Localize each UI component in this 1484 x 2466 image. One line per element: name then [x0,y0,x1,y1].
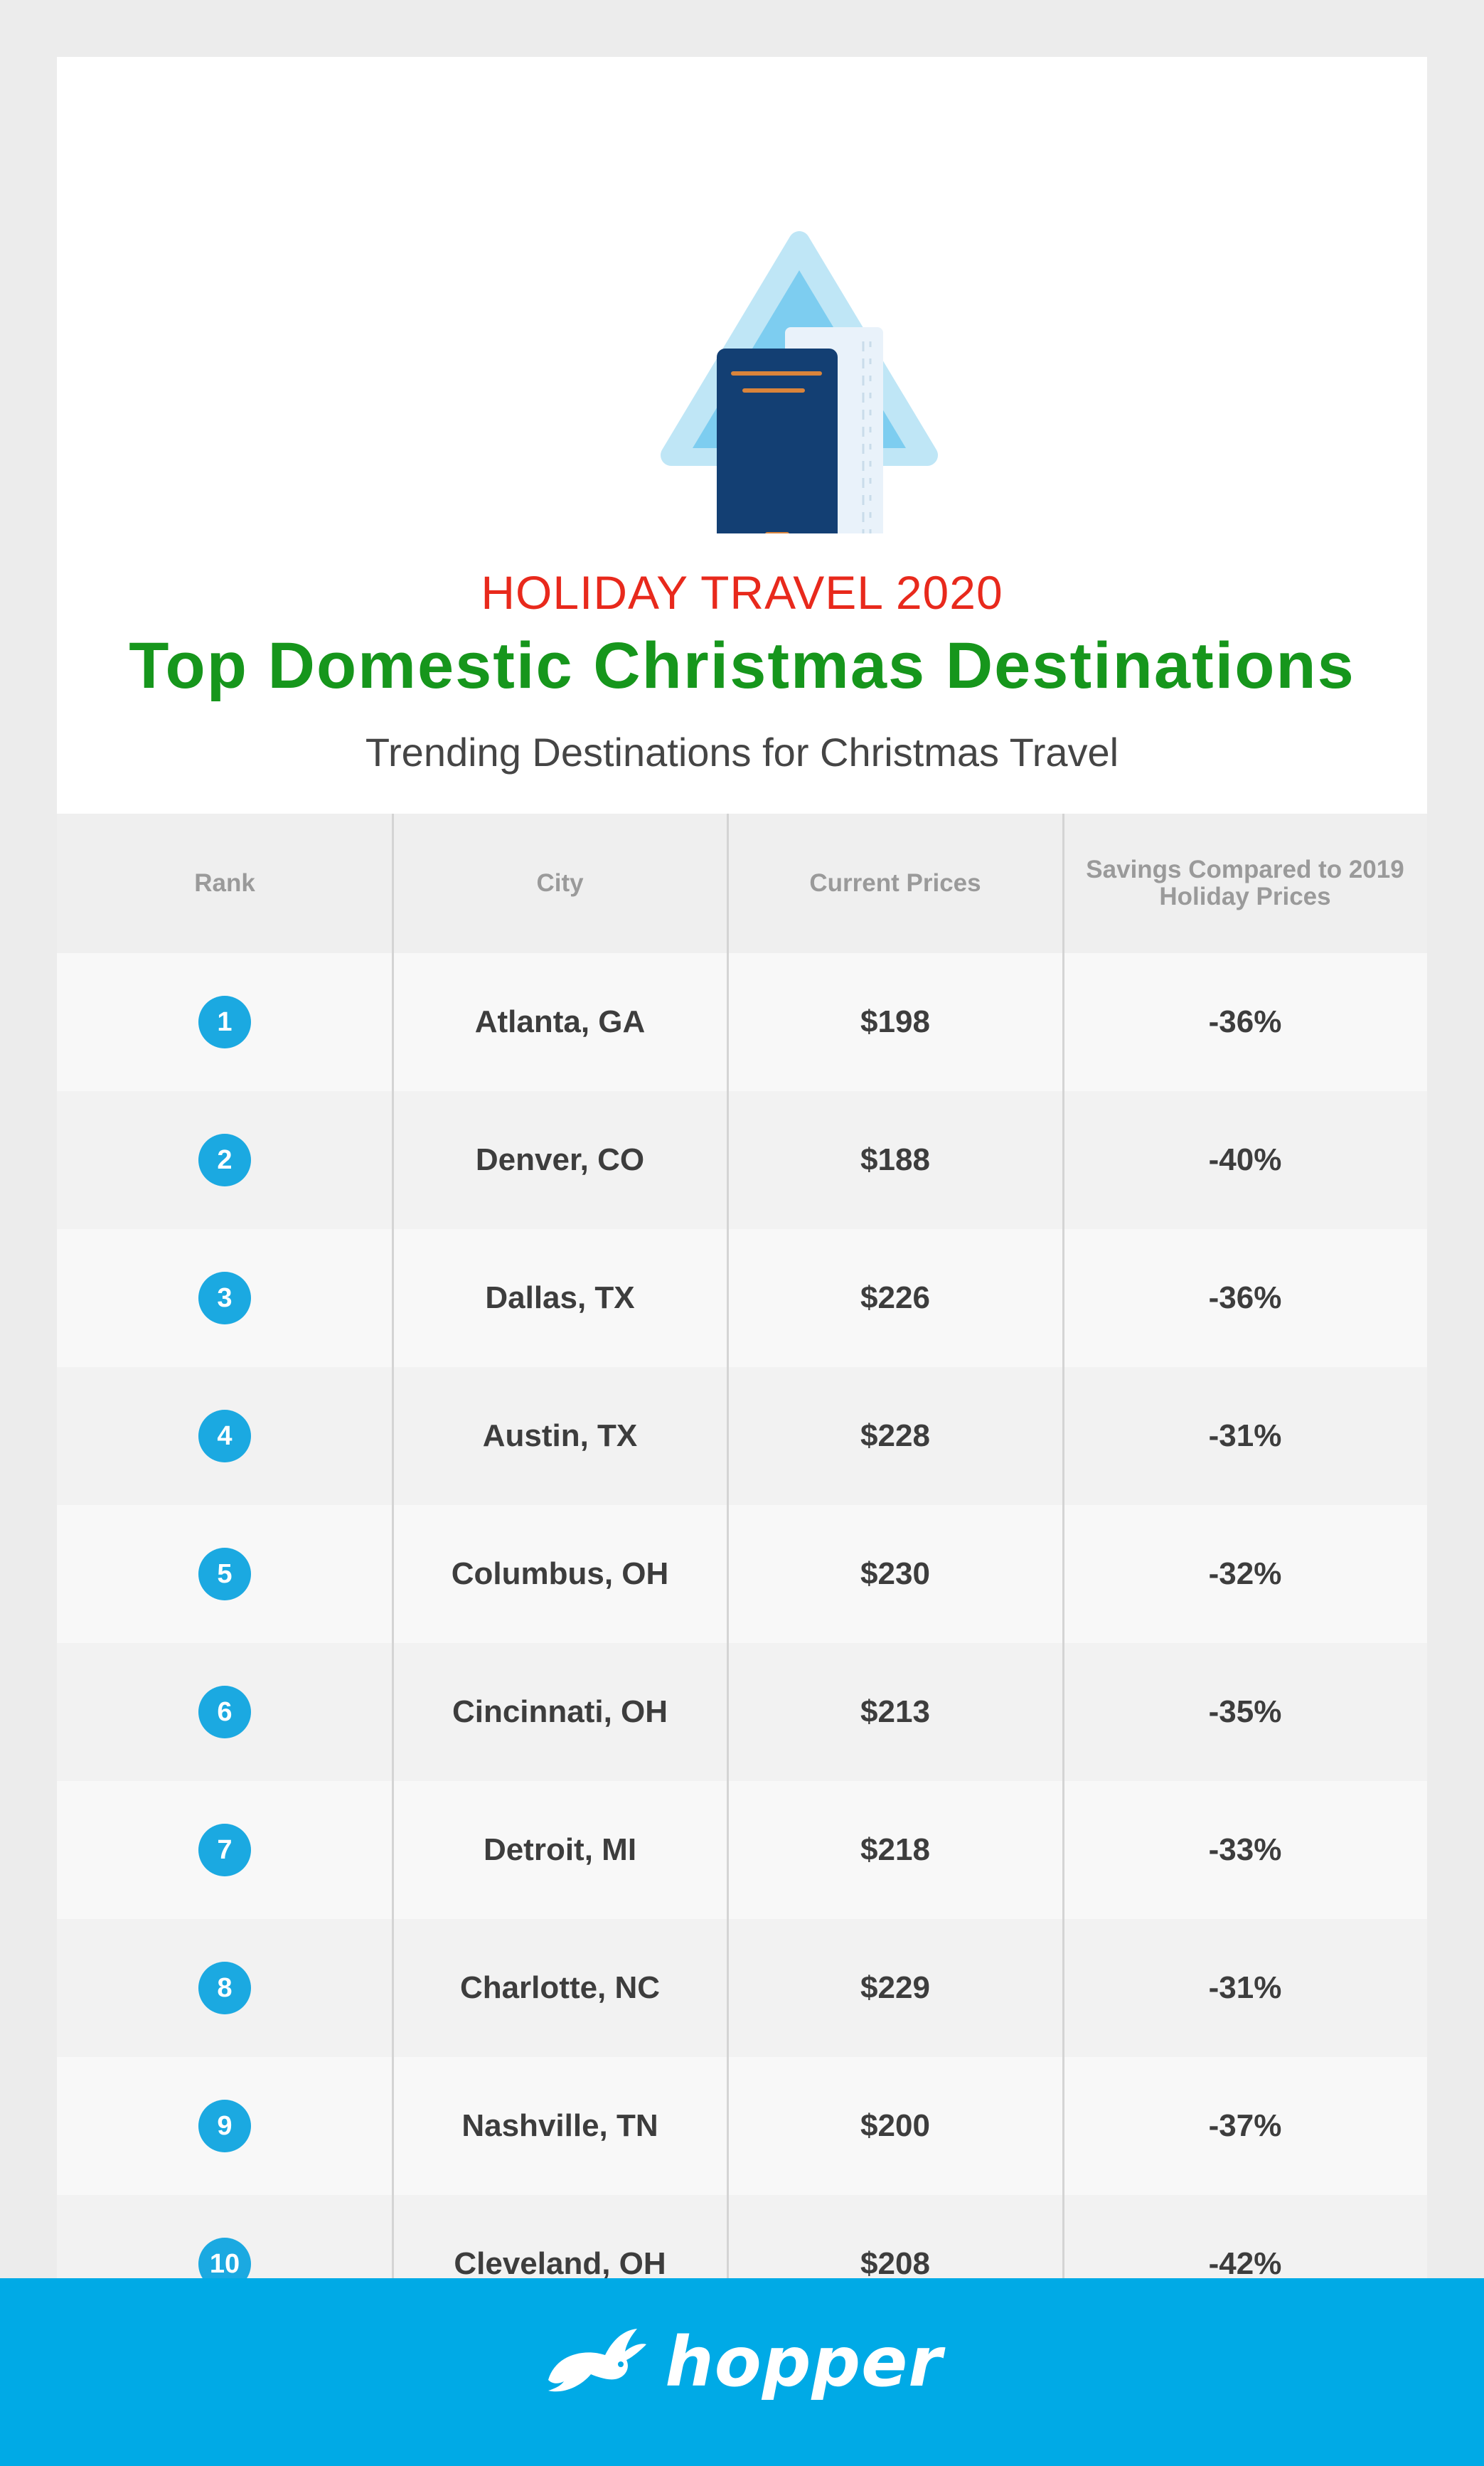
rank-badge: 4 [198,1410,251,1462]
city-cell: Austin, TX [482,1418,638,1453]
table-row: 5 Columbus, OH $230 -32% [57,1505,1427,1643]
table-row: 3 Dallas, TX $226 -36% [57,1229,1427,1367]
page-subtitle: Trending Destinations for Christmas Trav… [365,730,1119,775]
rank-badge: 2 [198,1134,251,1186]
kicker-text: HOLIDAY TRAVEL 2020 [481,566,1003,619]
price-cell: $228 [860,1418,930,1453]
column-header-savings-label: Savings Compared to 2019 Holiday Prices [1086,855,1404,910]
infographic-card: HOLIDAY TRAVEL 2020 Top Domestic Christm… [57,57,1427,2335]
price-cell: $230 [860,1556,930,1591]
column-header-price: Current Prices [809,868,981,897]
rank-cell: 2 [57,1091,393,1229]
rank-badge: 6 [198,1686,251,1738]
column-header-savings: Savings Compared to 2019 Holiday Prices [1063,814,1427,953]
table-row: 9 Nashville, TN $200 -37% [57,2057,1427,2195]
savings-cell: -32% [1208,1556,1282,1591]
rank-badge: 5 [198,1548,251,1600]
rank-badge: 3 [198,1272,251,1324]
column-divider [727,814,729,2335]
city-cell: Dallas, TX [485,1280,635,1315]
city-cell: Cleveland, OH [454,2246,666,2281]
table-row: 8 Charlotte, NC $229 -31% [57,1919,1427,2057]
destinations-table: Rank City Current Prices Savings Compare… [57,814,1427,2335]
rank-badge: 8 [198,1962,251,2014]
table-header: Rank City Current Prices Savings Compare… [57,814,1427,953]
savings-cell: -35% [1208,1694,1282,1729]
price-cell: $198 [860,1004,930,1039]
table-row: 6 Cincinnati, OH $213 -35% [57,1643,1427,1781]
rank-cell: 3 [57,1229,393,1367]
price-cell: $200 [860,2108,930,2143]
rank-cell: 7 [57,1781,393,1919]
city-cell: Nashville, TN [461,2108,658,2143]
price-cell: $213 [860,1694,930,1729]
brand-name: hopper [665,2322,943,2402]
city-cell: Charlotte, NC [459,1970,661,2005]
savings-cell: -36% [1208,1004,1282,1039]
rank-badge: 1 [198,996,251,1048]
rank-cell: 9 [57,2057,393,2195]
savings-cell: -42% [1208,2246,1282,2281]
city-cell: Cincinnati, OH [452,1694,668,1729]
table-row: 1 Atlanta, GA $198 -36% [57,953,1427,1091]
price-cell: $229 [860,1970,930,2005]
rank-cell: 4 [57,1367,393,1505]
rabbit-logo-icon [548,2329,647,2392]
city-cell: Detroit, MI [483,1832,637,1867]
rank-cell: 8 [57,1919,393,2057]
rank-cell: 1 [57,953,393,1091]
rank-badge: 7 [198,1824,251,1876]
savings-cell: -31% [1208,1418,1282,1453]
rank-badge: 9 [198,2100,251,2152]
savings-cell: -36% [1208,1280,1282,1315]
table-row: 4 Austin, TX $228 -31% [57,1367,1427,1505]
column-divider [1062,814,1064,2335]
brand-logo[interactable]: hopper [0,2322,1484,2402]
savings-cell: -40% [1208,1142,1282,1177]
price-cell: $208 [860,2246,930,2281]
savings-cell: -37% [1208,2108,1282,2143]
city-cell: Atlanta, GA [474,1004,646,1039]
table-row: 2 Denver, CO $188 -40% [57,1091,1427,1229]
column-header-rank: Rank [194,868,255,897]
table-row: 7 Detroit, MI $218 -33% [57,1781,1427,1919]
city-cell: Columbus, OH [451,1556,669,1591]
page-title: Top Domestic Christmas Destinations [129,629,1355,702]
column-divider [392,814,394,2335]
column-header-city: City [536,868,584,897]
passport-and-ticket-icon [661,231,938,533]
savings-cell: -33% [1208,1832,1282,1867]
city-cell: Denver, CO [475,1142,645,1177]
price-cell: $218 [860,1832,930,1867]
rank-cell: 6 [57,1643,393,1781]
footer-banner: hopper [0,2278,1484,2466]
price-cell: $226 [860,1280,930,1315]
rank-cell: 5 [57,1505,393,1643]
savings-cell: -31% [1208,1970,1282,2005]
price-cell: $188 [860,1142,930,1177]
